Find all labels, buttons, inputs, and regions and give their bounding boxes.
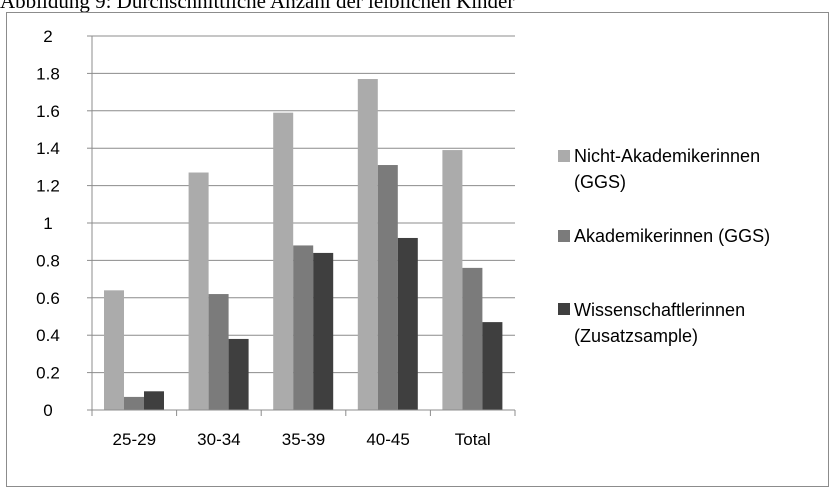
bar <box>293 245 314 410</box>
legend-label: Nicht-Akademikerinnen <box>574 146 760 166</box>
y-tick-label: 0 <box>43 401 52 420</box>
axes <box>87 35 516 416</box>
legend-label: (GGS) <box>574 172 626 192</box>
y-tick-label: 1.2 <box>36 177 60 196</box>
bar <box>442 150 463 410</box>
legend-label: Akademikerinnen (GGS) <box>574 226 770 246</box>
bar <box>357 79 378 410</box>
x-tick-label: 30-34 <box>197 430 240 449</box>
y-tick-label: 1.6 <box>36 102 60 121</box>
bar <box>104 290 124 410</box>
legend-label: Wissenschaftlerinnen <box>574 300 745 320</box>
y-tick-label: 2 <box>43 27 52 46</box>
y-tick-label: 1.4 <box>36 139 60 158</box>
y-tick-label: 1 <box>43 214 52 233</box>
bar <box>462 267 483 410</box>
x-axis-ticks: 25-29 30-34 35-39 40-45 Total <box>113 430 491 449</box>
y-tick-label: 1.8 <box>36 64 60 83</box>
bar <box>273 112 294 411</box>
y-tick-label: 0.4 <box>36 326 60 345</box>
legend-swatch <box>558 150 570 162</box>
x-tick-label: Total <box>455 430 491 449</box>
y-tick-label: 0.8 <box>36 251 60 270</box>
legend-swatch <box>558 303 570 315</box>
bar <box>377 165 398 410</box>
bar <box>188 172 209 410</box>
bar <box>208 294 229 410</box>
x-tick-label: 25-29 <box>113 430 156 449</box>
y-tick-label: 0.6 <box>36 289 60 308</box>
legend-label: (Zusatzsample) <box>574 326 698 346</box>
bar <box>313 252 334 410</box>
legend: Nicht-Akademikerinnen (GGS) Akademikerinne… <box>558 146 770 346</box>
bar <box>124 396 144 410</box>
figure-caption: Abbildung 9: Durchschnittliche Anzahl de… <box>0 0 515 12</box>
bar <box>228 338 249 410</box>
x-tick-label: 40-45 <box>366 430 409 449</box>
bar <box>482 322 503 410</box>
y-tick-label: 0.2 <box>36 364 60 383</box>
y-axis-ticks: 0 0.2 0.4 0.6 0.8 1 1.2 1.4 1.6 1.8 2 <box>36 27 60 420</box>
x-tick-label: 35-39 <box>282 430 325 449</box>
bar <box>397 237 418 410</box>
bar <box>144 391 164 410</box>
bars <box>104 79 503 411</box>
legend-swatch <box>558 230 570 242</box>
